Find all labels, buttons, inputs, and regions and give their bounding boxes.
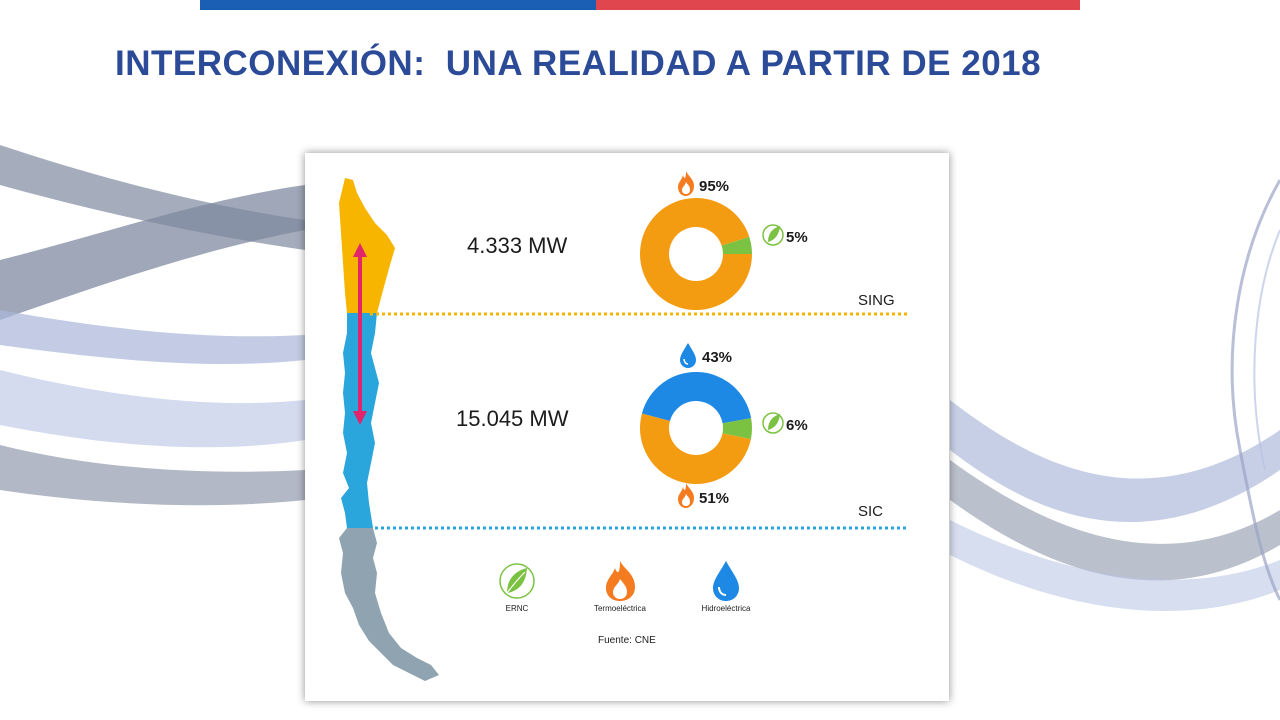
sic-termo-percent: 51%	[699, 490, 730, 507]
legend-termoelectrica-icon	[606, 561, 635, 601]
sic-hidro-percent: 43%	[702, 349, 733, 366]
leaf-icon	[762, 412, 784, 434]
legend-ernc-label: ERNC	[505, 604, 529, 613]
infographic-graphics	[339, 171, 907, 681]
flame-icon	[678, 483, 694, 508]
sing-termo-percent: 95%	[699, 178, 730, 195]
header-bar-blue	[200, 0, 596, 10]
sic-donut-chart	[640, 371, 752, 485]
page-title: INTERCONEXIÓN: UNA REALIDAD A PARTIR DE …	[115, 44, 1042, 83]
legend-termoelectrica-label: Termoeléctrica	[593, 604, 646, 613]
sing-region-label: SING	[858, 292, 895, 309]
donut-slice-ernc	[722, 418, 752, 440]
legend-ernc-icon	[499, 563, 535, 599]
sic-ernc-percent: 6%	[786, 417, 808, 434]
arrow-head-bottom	[353, 411, 367, 425]
sing-donut-chart	[640, 198, 752, 311]
flame-icon	[678, 171, 694, 196]
sing-capacity: 4.333 MW	[467, 233, 568, 258]
donut-slice-ernc	[721, 236, 752, 254]
donut-slice-termoelectrica	[640, 413, 751, 485]
source-note: Fuente: CNE	[598, 635, 656, 646]
sic-capacity: 15.045 MW	[456, 406, 569, 431]
map-south-region	[339, 528, 439, 681]
water-drop-icon	[680, 343, 696, 368]
sing-ernc-percent: 5%	[786, 229, 808, 246]
sic-region-label: SIC	[858, 503, 884, 520]
map-sing-region	[339, 178, 395, 313]
leaf-icon	[762, 224, 784, 246]
donut-slice-termoelectrica	[640, 198, 752, 311]
arrow-head-top	[353, 243, 367, 257]
infographic-card: 4.333 MW 15.045 MW 95% 5% 43% 6% 51% SIN…	[305, 153, 949, 701]
legend-hidroelectrica-label: Hidroeléctrica	[701, 604, 751, 613]
donut-slice-hidroelectrica	[641, 371, 752, 424]
header-bar-red	[596, 0, 1080, 10]
legend-hidroelectrica-icon	[713, 561, 739, 601]
